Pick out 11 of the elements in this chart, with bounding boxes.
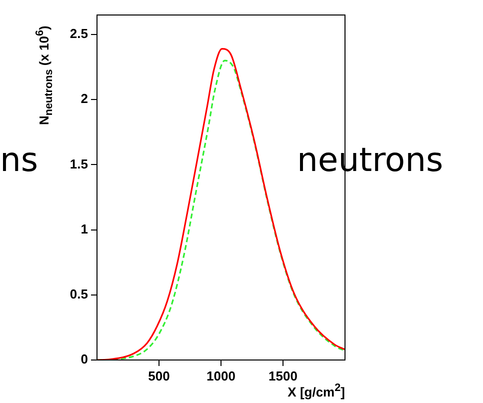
- text: ns: [0, 140, 38, 179]
- y-tick-label: 1: [80, 221, 88, 236]
- x-tick-label: 1500: [268, 368, 298, 384]
- y-tick-label: 0: [80, 352, 88, 367]
- y-tick-label: 1.5: [70, 156, 88, 172]
- y-tick-label: 2: [80, 91, 88, 106]
- y-tick-label: 2.5: [70, 26, 88, 42]
- y-tick-label: 0.5: [70, 286, 88, 302]
- x-tick-label: 500: [148, 368, 170, 384]
- x-axis-title: X [g/cm$^{2}$]: [288, 382, 345, 400]
- x-tick-label: 1000: [206, 368, 236, 384]
